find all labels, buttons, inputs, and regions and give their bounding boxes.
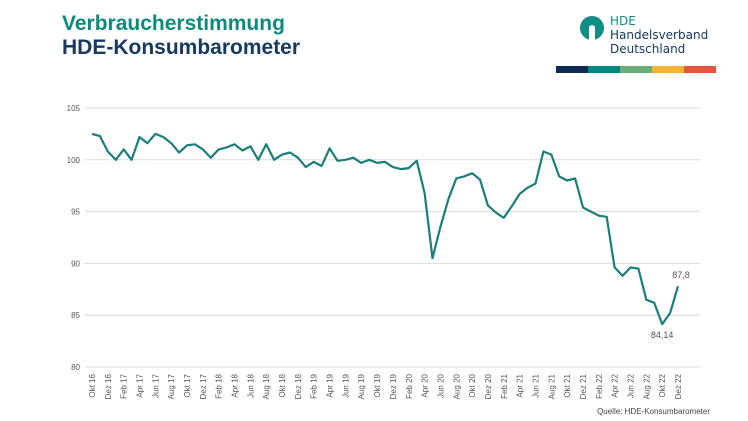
x-tick-label: Feb 22 [595,373,604,398]
x-tick-label: Okt 17 [183,373,192,397]
x-tick-label: Dez 18 [294,373,303,399]
x-tick-label: Jun 20 [436,373,445,398]
y-tick-label: 90 [71,259,80,268]
x-tick-label: Apr 17 [136,373,145,397]
x-tick-label: Dez 16 [104,373,113,399]
data-label: 84,14 [651,330,674,340]
x-tick-label: Aug 21 [547,373,556,399]
data-label: 87,8 [672,270,690,280]
x-tick-label: Okt 21 [563,373,572,397]
x-tick-label: Apr 19 [326,373,335,397]
x-tick-label: Apr 21 [516,373,525,397]
x-tick-label: Okt 19 [373,373,382,397]
x-tick-label: Apr 22 [611,373,620,397]
y-tick-label: 85 [71,311,80,320]
x-tick-label: Apr 20 [421,373,430,397]
x-tick-label: Aug 22 [642,373,651,399]
x-tick-label: Jun 21 [531,373,540,398]
x-tick-label: Jun 22 [626,373,635,398]
logo-bar-segment [684,66,716,73]
x-tick-label: Dez 19 [389,373,398,399]
x-tick-label: Feb 17 [120,373,129,398]
logo-bar-segment [652,66,684,73]
x-tick-label: Dez 21 [579,373,588,399]
series-line [91,132,680,326]
logo-bar-segment [588,66,620,73]
logo-color-bar [556,66,716,73]
x-tick-label: Aug 20 [452,373,461,399]
x-tick-label: Feb 19 [310,373,319,398]
hde-logo-icon [580,16,604,40]
y-tick-label: 105 [67,104,81,113]
x-tick-label: Aug 19 [357,373,366,399]
y-tick-label: 95 [71,208,80,217]
logo-bar-segment [556,66,588,73]
x-tick-label: Apr 18 [231,373,240,397]
x-tick-label: Okt 16 [88,373,97,397]
x-tick-label: Feb 21 [500,373,509,398]
x-tick-label: Dez 22 [674,373,683,399]
x-tick-label: Jun 17 [151,373,160,398]
x-tick-label: Dez 20 [484,373,493,399]
logo-short: HDE [610,14,636,28]
logo-bar-segment [620,66,652,73]
x-tick-label: Okt 18 [278,373,287,397]
x-tick-label: Okt 22 [658,373,667,397]
x-tick-label: Aug 18 [262,373,271,399]
x-tick-label: Jun 18 [246,373,255,398]
x-tick-label: Dez 17 [199,373,208,399]
logo-line2: Deutschland [610,42,686,56]
x-tick-label: Feb 18 [215,373,224,398]
chart-title-line1: Verbraucherstimmung [62,12,285,35]
x-tick-label: Jun 19 [341,373,350,398]
logo-line1: Handelsverband [610,28,709,42]
x-tick-label: Okt 20 [468,373,477,397]
source-note: Quelle: HDE-Konsumbarometer [597,407,710,416]
x-tick-label: Aug 17 [167,373,176,399]
y-tick-label: 80 [71,363,80,372]
x-tick-label: Feb 20 [405,373,414,398]
y-tick-label: 100 [67,156,81,165]
chart-title-line2: HDE-Konsumbarometer [62,36,301,59]
